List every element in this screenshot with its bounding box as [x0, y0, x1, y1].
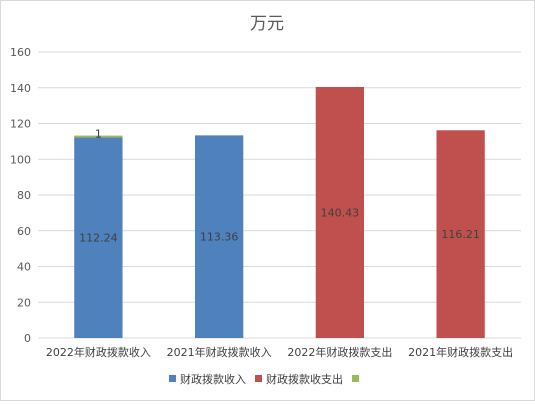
bars: 112.24 1 113.36 140.43 116.21 — [74, 86, 485, 338]
legend-swatch — [169, 375, 176, 382]
data-label: 116.21 — [441, 228, 480, 241]
y-tick-label: 100 — [10, 153, 31, 166]
legend: 财政拨款收入 财政拨款收支出 — [169, 372, 359, 386]
y-tick-label: 0 — [24, 332, 31, 345]
x-tick-label: 2022年财政拨款支出 — [287, 345, 392, 359]
y-tick-label: 80 — [17, 189, 31, 202]
x-tick-label: 2022年财政拨款收入 — [46, 345, 151, 359]
data-label: 1 — [95, 128, 102, 141]
data-label: 113.36 — [200, 231, 239, 244]
chart-title: 万元 — [250, 14, 284, 34]
x-axis-ticks: 2022年财政拨款收入 2021年财政拨款收入 2022年财政拨款支出 2021年财政… — [46, 345, 513, 359]
legend-label: 财政拨款收支出 — [266, 372, 343, 386]
y-tick-label: 40 — [17, 261, 31, 274]
x-tick-label: 2021年财政拨款支出 — [408, 345, 513, 359]
legend-label: 财政拨款收入 — [180, 372, 246, 386]
bar — [74, 137, 123, 338]
bar — [74, 135, 123, 138]
y-tick-label: 20 — [17, 296, 31, 309]
legend-swatch — [352, 375, 359, 382]
x-tick-label: 2021年财政拨款收入 — [167, 345, 272, 359]
bar — [315, 86, 365, 338]
y-tick-label: 60 — [17, 225, 31, 238]
legend-swatch — [255, 375, 262, 382]
y-tick-label: 140 — [10, 82, 31, 95]
y-tick-label: 160 — [10, 46, 31, 59]
bar — [194, 135, 244, 338]
y-axis-ticks: 0 20 40 60 80 100 120 140 160 — [10, 46, 31, 345]
y-tick-label: 120 — [10, 118, 31, 131]
data-label: 112.24 — [79, 232, 118, 245]
bar — [436, 130, 485, 338]
data-label: 140.43 — [321, 206, 360, 219]
